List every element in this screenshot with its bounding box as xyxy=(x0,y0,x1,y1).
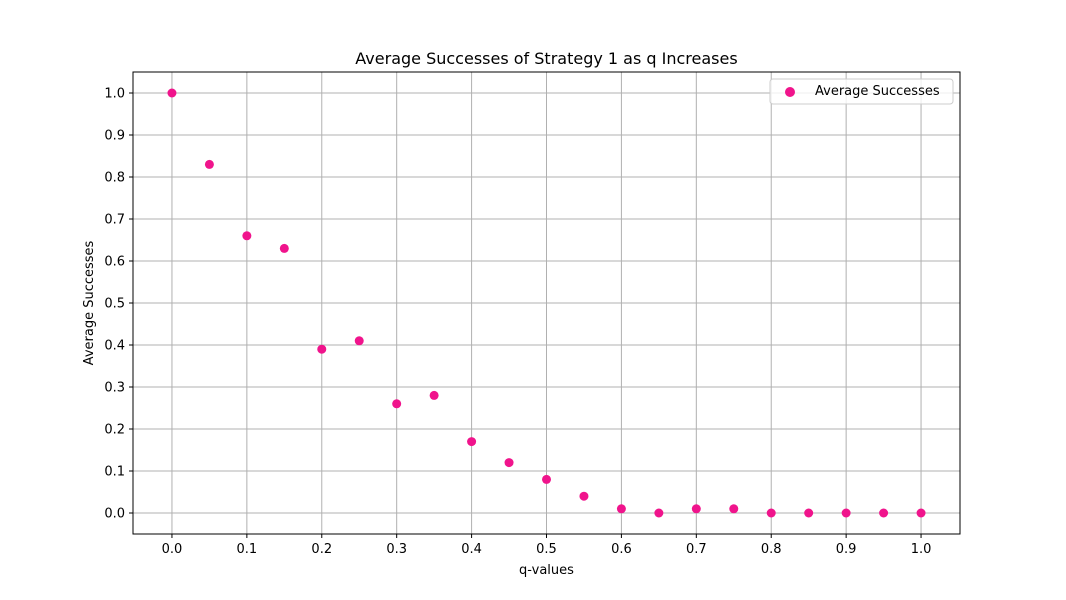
x-tick-label: 0.6 xyxy=(611,542,632,557)
data-point xyxy=(467,437,477,447)
chart-title: Average Successes of Strategy 1 as q Inc… xyxy=(355,49,737,68)
x-tick-label: 0.2 xyxy=(311,542,332,557)
y-tick-label: 0.4 xyxy=(104,339,125,354)
data-point xyxy=(242,231,252,241)
y-tick-label: 0.8 xyxy=(104,171,125,186)
x-tick-label: 0.8 xyxy=(761,542,782,557)
x-tick-label: 0.7 xyxy=(686,542,707,557)
grid xyxy=(133,72,960,534)
y-tick-label: 0.9 xyxy=(104,129,125,144)
y-tick-label: 0.3 xyxy=(104,381,125,396)
y-tick-label: 0.2 xyxy=(104,423,125,438)
y-axis-label: Average Successes xyxy=(82,240,97,365)
data-point xyxy=(542,474,551,484)
legend-marker xyxy=(785,87,795,97)
y-tick-label: 0.0 xyxy=(104,507,125,522)
y-tick-label: 1.0 xyxy=(104,87,125,102)
x-tick-label: 0.1 xyxy=(237,542,258,557)
data-point xyxy=(616,504,626,514)
x-tick-label: 0.5 xyxy=(536,542,557,557)
data-point xyxy=(879,508,889,518)
x-tick-label: 0.3 xyxy=(386,542,407,557)
x-axis-label: q-values xyxy=(519,563,574,578)
data-point xyxy=(167,88,177,98)
y-tick-label: 0.5 xyxy=(104,297,125,312)
data-point xyxy=(916,508,926,518)
legend-box xyxy=(769,78,954,105)
data-point xyxy=(691,504,701,514)
data-point xyxy=(766,508,776,518)
data-point xyxy=(392,399,402,409)
data-point xyxy=(204,159,214,169)
data-point xyxy=(804,508,814,518)
x-tick-label: 0.4 xyxy=(461,542,482,557)
y-tick-label: 0.6 xyxy=(104,255,125,270)
y-axis-ticks: 0.0 0.1 0.2 0.3 0.4 0.5 0.6 0.7 0.8 0.9 1.0 xyxy=(104,87,133,522)
y-tick-label: 0.7 xyxy=(104,213,125,228)
x-tick-label: 0.9 xyxy=(836,542,857,557)
data-point xyxy=(729,504,739,514)
plot-area-frame xyxy=(132,71,961,535)
data-point xyxy=(317,344,327,354)
x-tick-label: 1.0 xyxy=(911,542,932,557)
data-point xyxy=(504,458,514,468)
y-tick-label: 0.1 xyxy=(104,465,125,480)
data-point xyxy=(429,390,439,400)
data-point xyxy=(354,336,364,346)
data-point xyxy=(279,243,289,253)
data-point xyxy=(841,508,851,518)
x-tick-label: 0.0 xyxy=(162,542,183,557)
legend-entry-average-successes: Average Successes xyxy=(815,84,940,99)
legend: Average Successes xyxy=(769,78,954,105)
data-points xyxy=(167,88,926,518)
data-point xyxy=(654,508,664,518)
x-axis-ticks: 0.0 0.1 0.2 0.3 0.4 0.5 0.6 0.7 0.8 0.9 1.0 xyxy=(162,534,932,557)
data-point xyxy=(579,491,589,501)
